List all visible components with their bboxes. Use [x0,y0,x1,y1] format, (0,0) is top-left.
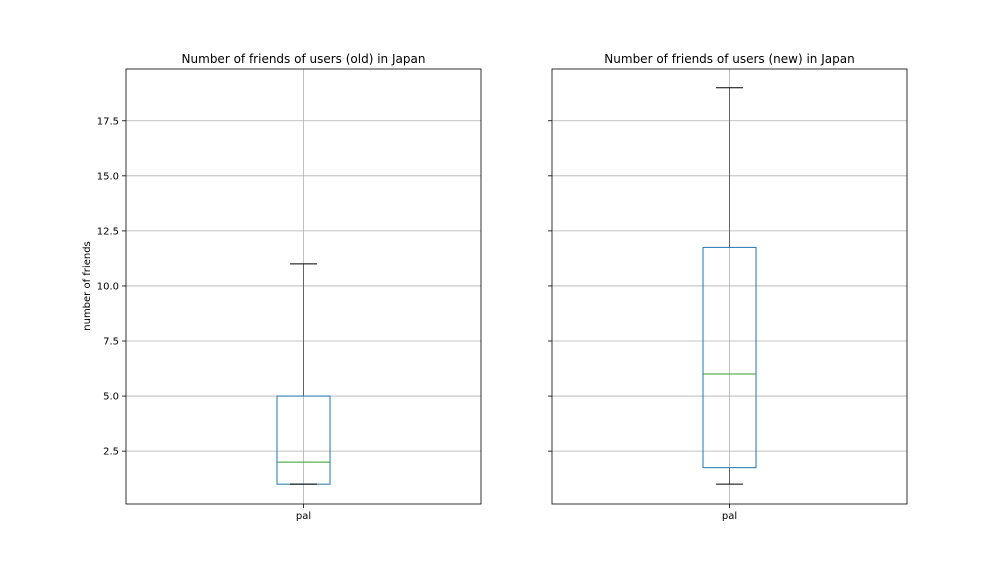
x-tick-label: pal [722,511,737,522]
axes-old: 2.5 5.0 7.5 10.0 12.5 15.0 17.5 pal [97,68,482,522]
chart-title-old: Number of friends of users (old) in Japa… [182,52,426,66]
box-iqr [702,246,757,469]
plot-marks-new [702,87,757,485]
y-tick-label: 12.5 [97,226,119,237]
y-tick-label: 5.0 [103,392,119,403]
y-tick-label: 2.5 [103,447,119,458]
x-tick-label: pal [296,511,311,522]
chart-panel-new: Number of friends of users (new) in Japa… [548,52,908,522]
y-tick-label: 15.0 [97,171,119,182]
y-tick-label: 7.5 [103,337,119,348]
axes-new: pal [548,68,908,522]
plot-marks-old [276,263,331,485]
y-axis-label-old: number of friends [82,241,93,330]
y-tick-label: 17.5 [97,116,119,127]
chart-panel-old: Number of friends of users (old) in Japa… [82,52,482,522]
y-tick-label: 10.0 [97,281,119,292]
chart-title-new: Number of friends of users (new) in Japa… [604,52,854,66]
